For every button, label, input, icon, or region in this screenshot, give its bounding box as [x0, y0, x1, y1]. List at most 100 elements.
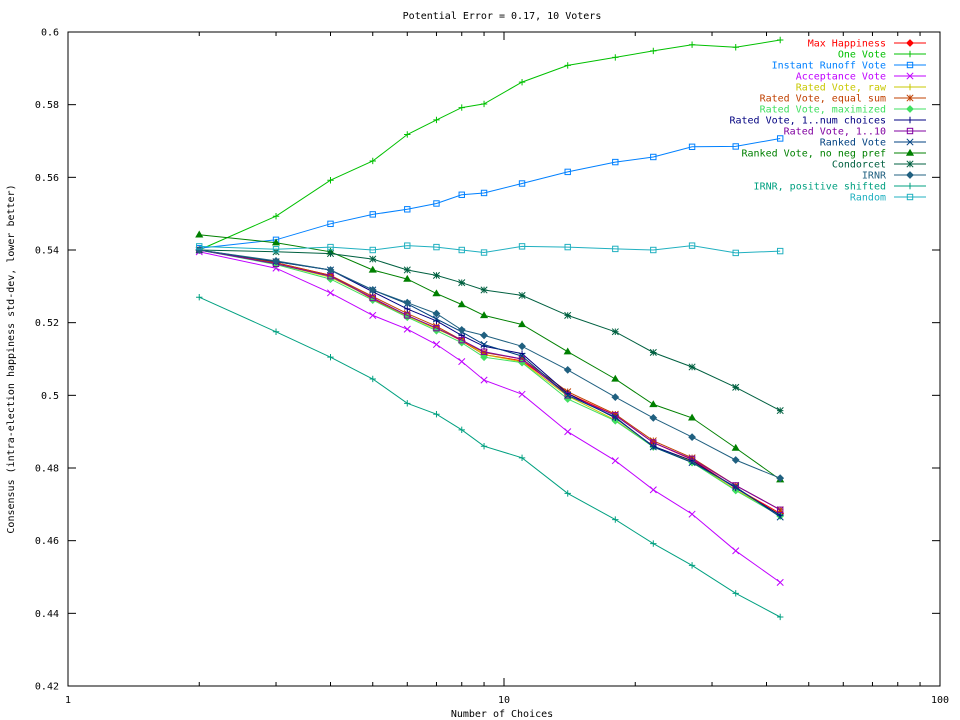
data-point [649, 437, 657, 445]
marker-shape [906, 138, 914, 146]
marker-shape [564, 62, 571, 69]
data-point [732, 483, 740, 491]
x-axis: 1 10 100 [65, 32, 949, 706]
data-point [732, 590, 739, 597]
marker-shape [906, 127, 914, 135]
marker-shape [457, 326, 466, 334]
legend-item: Condorcet [832, 160, 926, 171]
data-point [564, 392, 571, 399]
data-point [480, 286, 488, 294]
data-point [432, 322, 441, 330]
data-point [433, 116, 440, 124]
legend-label: Rated Vote, 1..num choices [729, 116, 886, 127]
marker-shape [649, 400, 658, 408]
data-point [195, 230, 204, 238]
data-point [564, 490, 571, 497]
legend-label: Rated Vote, 1..10 [784, 127, 886, 138]
data-point [480, 353, 488, 362]
legend-label: Acceptance Vote [796, 72, 886, 83]
data-point [518, 180, 526, 187]
marker-shape [432, 322, 441, 330]
marker-shape [563, 347, 572, 355]
marker-shape [611, 393, 620, 402]
marker-shape [564, 392, 571, 399]
data-point [611, 374, 620, 382]
data-point [404, 131, 411, 138]
data-point [403, 266, 411, 274]
data-point [458, 246, 465, 254]
data-point [432, 289, 441, 297]
y-axis-label: Consensus (intra-election happiness std-… [6, 184, 17, 533]
marker-shape [688, 510, 696, 518]
data-point [433, 324, 440, 332]
data-point [518, 243, 526, 250]
data-point [688, 433, 696, 442]
marker-shape [776, 407, 784, 415]
data-point [518, 78, 526, 86]
marker-shape [196, 243, 203, 250]
data-point [612, 245, 619, 253]
data-point [458, 279, 466, 287]
marker-shape [326, 289, 335, 297]
data-point [433, 243, 440, 251]
data-point [369, 211, 376, 218]
data-point [776, 407, 784, 415]
marker-shape [326, 266, 335, 274]
marker-shape [518, 180, 526, 187]
data-point [564, 391, 572, 399]
data-point [563, 347, 572, 355]
marker-shape [432, 309, 441, 318]
marker-shape [458, 336, 465, 344]
marker-shape [403, 274, 412, 282]
marker-shape [906, 105, 914, 113]
data-point [479, 311, 489, 319]
data-point [369, 157, 376, 165]
data-point [433, 411, 440, 418]
data-point [327, 177, 334, 184]
x-tick-label: 100 [931, 695, 949, 706]
data-point [480, 331, 488, 340]
y-tick-label: 0.6 [41, 28, 59, 39]
marker-shape [518, 390, 526, 398]
data-point [906, 72, 914, 80]
marker-shape [272, 213, 280, 220]
legend-label: Rated Vote, equal sum [760, 94, 886, 105]
data-point [688, 242, 696, 249]
marker-shape [649, 413, 658, 422]
marker-shape [776, 247, 784, 255]
data-point [612, 54, 619, 61]
legend-item: IRNR [862, 171, 926, 182]
data-point [650, 246, 657, 254]
marker-shape [272, 246, 280, 253]
data-point [732, 44, 739, 51]
data-point [650, 540, 657, 547]
marker-shape [906, 61, 914, 69]
marker-shape [458, 191, 465, 198]
marker-shape [611, 413, 619, 421]
data-point [327, 353, 334, 361]
legend-label: IRNR [862, 171, 887, 182]
data-point [518, 390, 526, 398]
marker-shape [732, 249, 739, 257]
data-point [906, 105, 914, 113]
legend-label: Max Happiness [808, 39, 886, 50]
marker-shape [906, 72, 914, 80]
data-point [649, 486, 657, 494]
data-point [196, 243, 203, 250]
marker-shape [650, 153, 657, 161]
data-point [404, 242, 411, 249]
marker-shape [517, 320, 527, 328]
series-acceptance-vote [195, 248, 784, 587]
marker-shape [732, 483, 740, 491]
marker-shape [612, 158, 619, 166]
data-point [458, 426, 465, 434]
data-point [905, 148, 915, 156]
marker-shape [776, 135, 784, 142]
marker-shape [650, 540, 657, 547]
marker-shape [404, 400, 411, 407]
data-point [480, 340, 488, 349]
data-point [906, 116, 914, 124]
marker-shape [196, 294, 203, 301]
data-point [776, 578, 784, 587]
data-point [518, 352, 526, 360]
